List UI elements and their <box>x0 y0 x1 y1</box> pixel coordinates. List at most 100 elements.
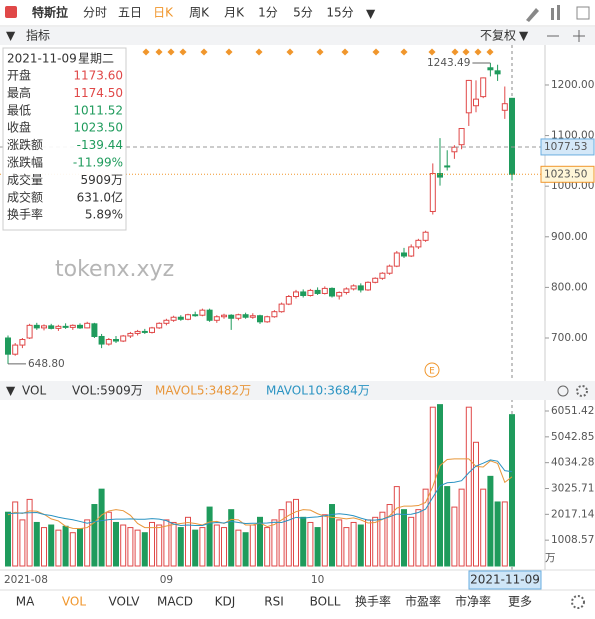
info-box: 2021-11-09 星期二 开盘 1173.60 最高 1174.50 最低 1011.… <box>2 47 127 231</box>
info-panel <box>2 47 127 231</box>
info-label: 成交额 <box>7 189 43 204</box>
indicator-tab[interactable]: 市盈率 <box>405 594 441 609</box>
candle-body <box>379 272 386 279</box>
candle-body <box>156 322 163 329</box>
tool-icon[interactable] <box>557 5 560 20</box>
volume-bar <box>91 504 98 567</box>
volume-bar <box>41 527 47 567</box>
event-icon[interactable] <box>424 362 440 378</box>
volume-bar <box>336 519 343 567</box>
indicator-tab[interactable]: KDJ <box>215 595 236 609</box>
x-tick-label: 10 <box>311 574 324 586</box>
info-value: 1173.60 <box>73 69 123 83</box>
candle-body <box>77 324 83 329</box>
indicator-tab[interactable]: VOLV <box>108 595 140 609</box>
collapse-icon[interactable]: ▼ <box>6 29 16 43</box>
candle-body <box>55 325 62 329</box>
indicator-tab[interactable]: 换手率 <box>355 594 391 609</box>
event-marker <box>462 48 470 56</box>
info-label: 涨跌额 <box>7 137 43 152</box>
candle-body <box>185 314 191 320</box>
event-marker <box>341 48 349 56</box>
period-tab[interactable]: 周K <box>189 6 210 20</box>
x-tick-label: 09 <box>160 574 173 586</box>
annotation: 1243.49 <box>427 57 470 69</box>
volume-bar <box>271 519 278 567</box>
draw-icon[interactable] <box>526 8 539 22</box>
settings-icon[interactable] <box>576 385 588 397</box>
candle-body <box>365 281 371 291</box>
period-tab[interactable]: 日K <box>153 6 174 20</box>
volume-bar <box>170 521 177 567</box>
candle-body <box>307 289 314 296</box>
candle-body <box>199 309 206 316</box>
candle-body <box>149 327 155 333</box>
volume-bar <box>401 509 407 567</box>
volume-bar <box>494 501 501 567</box>
period-tab[interactable]: 五日 <box>118 6 142 20</box>
volume-bar <box>156 524 163 567</box>
indicator-tab[interactable]: 市净率 <box>455 594 491 609</box>
volume-bar <box>221 527 227 567</box>
dropdown-icon[interactable]: ▼ <box>519 29 529 43</box>
candle-body <box>41 325 47 329</box>
candle-body <box>257 315 263 323</box>
adjust-select[interactable]: 不复权 <box>480 29 516 43</box>
y-tick-label: 6051.42 <box>551 405 594 417</box>
dropdown-icon[interactable]: ▼ <box>366 7 376 21</box>
y-tick-label: 1008.57 <box>551 534 594 546</box>
candle-body <box>120 335 127 342</box>
event-marker <box>428 48 436 56</box>
event-marker <box>155 48 163 56</box>
volume-bar <box>365 519 371 567</box>
candle-body <box>314 289 321 294</box>
indicator-tab[interactable]: 更多 <box>508 595 532 609</box>
price-tag-label: 1077.53 <box>544 141 587 153</box>
volume-bar <box>12 501 19 567</box>
tool-icon[interactable] <box>551 8 554 20</box>
candle-body <box>127 332 134 337</box>
candle-body <box>501 103 508 111</box>
fullscreen-icon[interactable] <box>576 6 590 20</box>
info-date: 2021-11-09 <box>7 52 77 66</box>
plus-icon[interactable] <box>573 30 585 42</box>
volume-bar <box>278 509 285 567</box>
candle-body <box>19 339 26 346</box>
y-tick-label: 3025.71 <box>551 483 594 495</box>
candle-body <box>372 277 379 283</box>
watermark: tokenx.xyz <box>55 257 174 282</box>
x-tick-label: 2021-11-09 <box>470 573 540 587</box>
volume-bar <box>235 529 242 567</box>
volume-bar <box>177 527 184 567</box>
indicator-tab[interactable]: MA <box>16 595 35 609</box>
candle-body <box>437 173 443 178</box>
candle-body <box>494 70 501 75</box>
candle-body <box>141 330 148 333</box>
candle-body <box>271 311 278 318</box>
period-tab[interactable]: 月K <box>224 6 245 20</box>
period-tab[interactable]: 15分 <box>326 6 353 20</box>
period-tab[interactable]: 1分 <box>258 6 278 20</box>
indicator-tab[interactable]: BOLL <box>310 595 341 609</box>
info-label: 换手率 <box>7 207 43 222</box>
volume-bar <box>55 529 62 567</box>
annotation: 648.80 <box>28 358 65 370</box>
y-tick-label: 700.00 <box>551 332 588 344</box>
indicator-tab[interactable]: VOL <box>62 595 86 609</box>
indicator-tab[interactable]: MACD <box>157 595 193 609</box>
settings-icon[interactable] <box>571 595 585 609</box>
collapse-icon[interactable]: ▼ <box>6 384 16 398</box>
volume-bar <box>329 504 335 567</box>
event-marker <box>400 48 408 56</box>
indicator-bar <box>0 27 595 45</box>
indicator-tab[interactable]: RSI <box>264 595 284 609</box>
legend-entry: MAVOL10:3684万 <box>266 384 370 398</box>
period-tab[interactable]: 分时 <box>83 6 107 20</box>
candle-body <box>221 314 227 318</box>
candle-body <box>235 314 242 319</box>
volume-bar <box>242 532 249 567</box>
price-tag-label: 1023.50 <box>544 168 587 180</box>
volume-bar <box>314 527 321 567</box>
period-tab[interactable]: 5分 <box>293 6 313 20</box>
close-icon[interactable] <box>557 385 569 397</box>
